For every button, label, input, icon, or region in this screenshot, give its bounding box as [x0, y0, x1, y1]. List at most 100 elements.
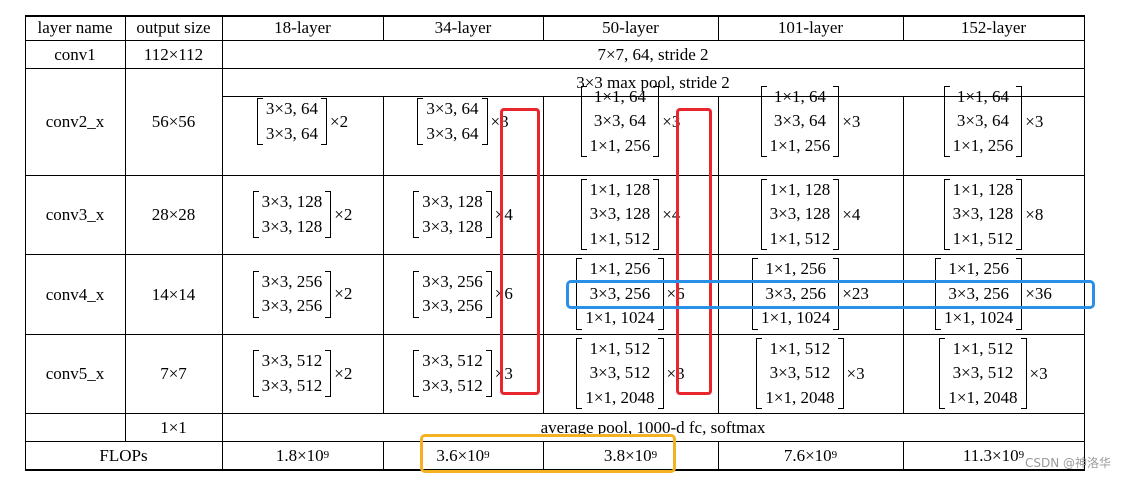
col-rule-6-flops [903, 441, 904, 470]
conv2-l50-block: 1×1, 64 3×3, 64 1×1, 256 ×3 [543, 68, 718, 175]
col-rule-3-head [383, 15, 384, 40]
block-line: 1×1, 1024 [944, 308, 1014, 328]
block-multiplier: ×6 [494, 284, 513, 303]
right-border [1084, 15, 1085, 470]
pool-spec: 3×3 max pool, stride 2 [576, 72, 730, 92]
conv4-name: conv4_x [45, 284, 105, 304]
block-line: 1×1, 512 [769, 338, 831, 358]
conv3-name: conv3_x [45, 205, 105, 224]
flops-101: 7.6×10 9 [783, 445, 838, 465]
conv2-size: 56×56 [151, 112, 196, 131]
bracket: 1×1, 512 3×3, 512 1×1, 2048 [939, 337, 1027, 411]
conv5-l50-block: 1×1, 512 3×3, 512 1×1, 2048 ×3 [543, 334, 718, 413]
bottom-rule [25, 469, 1085, 471]
block-multiplier: ×3 [494, 363, 513, 383]
fc-rule [25, 441, 1085, 442]
block-line: 3×3, 64 [265, 99, 318, 118]
block-line: 1×1, 64 [593, 86, 646, 106]
block-multiplier: ×3 [1025, 111, 1044, 131]
flops-152: 11.3×10 9 [962, 445, 1025, 465]
bracket: 3×3, 128 3×3, 128 [252, 190, 332, 239]
fc-size: 1×1 [160, 417, 187, 437]
conv5-l18-block: 3×3, 512 3×3, 512 ×2 [222, 334, 383, 413]
conv4-rule [25, 334, 1085, 335]
bracket: 3×3, 256 3×3, 256 [252, 270, 332, 319]
block-line: 3×3, 256 [589, 283, 651, 303]
block-line: 3×3, 64 [593, 111, 646, 131]
block-multiplier: ×4 [494, 204, 513, 224]
block-line: 1×1, 64 [956, 86, 1009, 106]
block-line: 3×3, 512 [261, 375, 323, 395]
block-multiplier: ×2 [334, 284, 353, 303]
bracket: 1×1, 512 3×3, 512 1×1, 2048 [576, 337, 664, 411]
col-rule-4-flops [543, 441, 544, 470]
conv4-l34-block: 3×3, 256 3×3, 256 ×6 [383, 254, 543, 334]
block-multiplier: ×8 [1025, 204, 1044, 224]
conv1-spec: 7×7, 64, stride 2 [597, 44, 709, 64]
block-line: 3×3, 128 [261, 216, 323, 236]
conv3-l101-block: 1×1, 128 3×3, 128 1×1, 512 ×4 [718, 175, 903, 254]
col-rule-3 [383, 96, 384, 413]
block-multiplier: ×2 [330, 111, 349, 131]
col-rule-2 [222, 15, 223, 470]
block-line: 3×3, 128 [422, 192, 483, 211]
block-line: 3×3, 128 [422, 216, 483, 236]
block-multiplier: ×3 [1029, 363, 1048, 383]
conv3-rule [25, 254, 1085, 255]
block-multiplier: ×3 [666, 363, 685, 383]
conv3-l34-block: 3×3, 128 3×3, 128 ×4 [383, 175, 543, 254]
col-rule-5-head [718, 15, 719, 40]
conv1-rule [25, 68, 1085, 69]
col-rule-5 [718, 96, 719, 413]
block-line: 1×1, 64 [773, 86, 826, 106]
block-line: 3×3, 512 [952, 363, 1014, 383]
pool-rule [222, 96, 1085, 97]
highlight-34-layer-multipliers [500, 108, 540, 395]
conv2-l101-block: 1×1, 64 3×3, 64 1×1, 256 ×3 [718, 68, 903, 175]
block-line: 3×3, 128 [589, 204, 651, 224]
block-multiplier: ×4 [662, 204, 681, 224]
header-50-layer: 50-layer [602, 18, 659, 37]
col-rule-6 [903, 96, 904, 413]
flops-50: 3.8×10 9 [603, 445, 658, 465]
block-line: 1×1, 2048 [585, 387, 655, 407]
left-border [25, 15, 26, 470]
conv5-l152-block: 1×1, 512 3×3, 512 1×1, 2048 ×3 [903, 334, 1084, 413]
block-line: 3×3, 64 [265, 123, 318, 143]
block-line: 1×1, 256 [589, 259, 651, 279]
block-line: 1×1, 512 [952, 338, 1014, 358]
block-line: 3×3, 128 [769, 204, 831, 224]
block-line: 3×3, 128 [952, 204, 1014, 224]
highlight-50-layer-multipliers [676, 108, 712, 395]
header-101-layer: 101-layer [777, 18, 844, 37]
block-line: 3×3, 512 [261, 351, 323, 370]
block-line: 1×1, 2048 [765, 387, 835, 407]
block-multiplier: ×2 [334, 204, 353, 224]
col-rule-1 [125, 15, 126, 441]
block-multiplier: ×3 [842, 111, 861, 131]
block-line: 3×3, 512 [422, 351, 483, 370]
block-line: 3×3, 512 [589, 363, 651, 383]
bracket: 1×1, 512 3×3, 512 1×1, 2048 [756, 337, 844, 411]
block-line: 1×1, 2048 [948, 387, 1018, 407]
conv3-l50-block: 1×1, 128 3×3, 128 1×1, 512 ×4 [543, 175, 718, 254]
header-output-size: output size [136, 18, 211, 37]
col-rule-4-head [543, 15, 544, 40]
block-line: 3×3, 256 [422, 271, 483, 291]
conv4-l152-block: 1×1, 256 3×3, 256 1×1, 1024 ×36 [903, 254, 1084, 334]
bracket: 3×3, 512 3×3, 512 [413, 349, 492, 398]
watermark: CSDN @神洛华 [1024, 456, 1111, 470]
block-multiplier: ×3 [490, 111, 509, 131]
conv1-size: 112×112 [143, 44, 204, 64]
highlight-conv4-middle-row [566, 280, 1095, 309]
block-line: 1×1, 1024 [761, 308, 831, 328]
col-rule-4 [543, 96, 544, 413]
bracket: 3×3, 64 3×3, 64 [417, 97, 488, 146]
conv5-l101-block: 1×1, 512 3×3, 512 1×1, 2048 ×3 [718, 334, 903, 413]
block-line: 3×3, 256 [765, 283, 826, 303]
flops-label: FLOPs [99, 445, 148, 465]
conv5-rule [25, 413, 1085, 414]
conv4-l18-block: 3×3, 256 3×3, 256 ×2 [222, 254, 383, 334]
conv5-l34-block: 3×3, 512 3×3, 512 ×3 [383, 334, 543, 413]
block-line: 3×3, 512 [769, 363, 831, 383]
